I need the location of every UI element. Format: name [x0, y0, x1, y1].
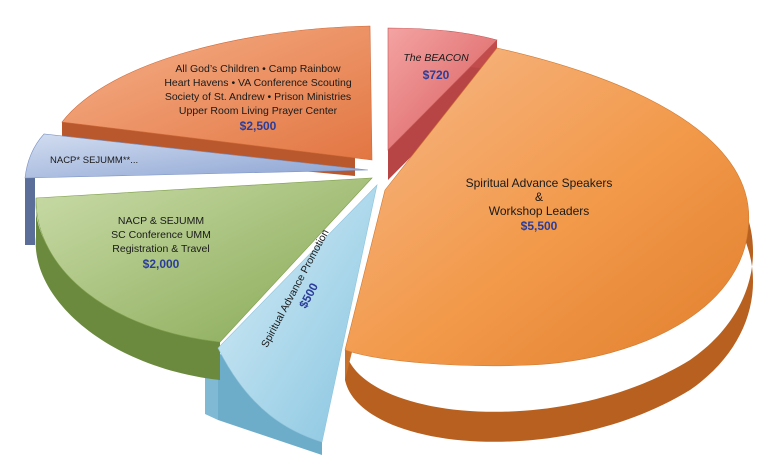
- beacon-side: [388, 40, 497, 180]
- beacon-label: The BEACON: [403, 52, 469, 64]
- ministries-label-4: Upper Room Living Prayer Center: [179, 105, 338, 117]
- speakers-label-3: Workshop Leaders: [489, 204, 590, 218]
- ministries-label-2: Heart Havens • VA Conference Scouting: [164, 77, 351, 89]
- ministries-label-3: Society of St. Andrew • Prison Ministrie…: [165, 91, 351, 103]
- nacp-small-side: [25, 178, 35, 245]
- ministries-value: $2,500: [240, 119, 277, 133]
- nacp-reg-value: $2,000: [143, 257, 180, 271]
- nacp-small-label: NACP* SEJUMM**...: [50, 155, 138, 166]
- speakers-label-1: Spiritual Advance Speakers: [466, 176, 613, 190]
- slice-speakers: [344, 47, 750, 367]
- nacp-reg-label-3: Registration & Travel: [112, 243, 209, 255]
- slice-nacp-reg: [35, 177, 373, 343]
- nacp-reg-side: [35, 198, 220, 380]
- speakers-value: $5,500: [521, 219, 558, 233]
- speakers-side: [345, 210, 754, 442]
- nacp-reg-label-1: NACP & SEJUMM: [118, 215, 204, 227]
- slice-nacp-small: [24, 133, 369, 179]
- slice-promotion: [217, 184, 378, 443]
- ministries-label-1: All God’s Children • Camp Rainbow: [175, 63, 341, 75]
- slice-ministries: [61, 25, 373, 161]
- slice-beacon: [387, 27, 498, 151]
- beacon-value: $720: [423, 68, 450, 82]
- speakers-label-2: &: [535, 190, 543, 204]
- nacp-reg-label-2: SC Conference UMM: [111, 229, 211, 241]
